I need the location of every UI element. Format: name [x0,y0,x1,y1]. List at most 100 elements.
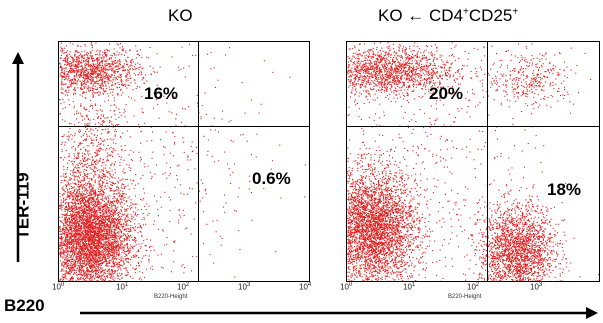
left-event-dot [84,67,86,69]
left-event-dot [65,240,67,242]
left-event-dot [89,90,91,92]
left-event-dot [111,70,113,72]
left-event-dot [98,59,100,61]
left-event-dot [77,208,79,210]
left-event-dot [63,60,65,62]
left-event-dot [120,74,122,76]
left-event-dot [77,58,79,60]
left-event-dot [112,63,114,65]
left-event-dot [91,66,93,68]
left-event-dot [97,218,99,220]
left-event-dot [125,60,127,62]
left-event-dot [78,225,80,227]
left-event-dot [103,224,105,226]
left-event-dot [72,266,74,268]
left-event-dot [121,54,123,56]
left-event-dot [76,237,78,239]
left-event-dot [121,46,123,48]
left-event-dot [93,192,95,194]
left-event-dot [97,235,99,237]
left-event-dot [112,235,114,237]
left-event-dot [77,180,79,182]
left-event-dot [113,229,115,231]
left-event-dot [92,219,94,221]
left-event-dot [71,236,73,238]
left-event-dot [65,90,67,92]
left-event-dot [71,57,73,59]
left-event-dot [101,190,103,192]
left-event-dot [79,211,81,213]
left-event-dot [133,69,135,71]
left-event-dot [119,61,121,63]
left-event-dot [86,236,88,238]
left-event-dot [66,250,68,252]
left-event-dot [66,234,68,236]
left-event-dot [91,86,93,88]
left-event-dot [81,197,83,199]
left-event-dot [73,89,75,91]
left-event-dot [84,279,86,281]
left-event-dot [132,58,134,60]
left-event-dot [89,262,91,264]
left-event-dot [100,229,102,231]
left-event-dot [76,221,78,223]
left-event-dot [84,174,86,176]
left-event-dot [80,252,82,254]
left-event-dot [67,273,69,275]
left-event-dot [84,75,86,77]
left-event-dot [62,49,64,51]
left-event-dot [65,259,67,261]
left-event-dot [102,56,104,58]
left-event-dot [92,95,94,97]
left-event-dot [114,217,116,219]
left-event-dot [79,245,81,247]
left-event-dot [109,254,111,256]
left-event-dot [81,206,83,208]
left-event-dot [101,80,103,82]
left-event-dot [124,228,126,230]
left-event-dot [106,72,108,74]
left-event-dot [84,203,86,205]
left-event-dot [102,64,104,66]
left-event-dot [94,215,96,217]
left-event-dot [75,207,77,209]
left-event-dot [124,239,126,241]
left-event-dot [62,274,64,276]
left-event-dot [104,185,106,187]
left-event-dot [77,45,79,47]
left-event-dot [135,269,137,271]
left-event-dot [61,82,63,84]
left-event-dot [113,225,115,227]
left-event-dot [120,77,122,79]
left-event-dot [123,268,125,270]
left-event-dot [92,94,94,96]
left-event-dot [73,78,75,80]
left-event-dot [83,252,85,254]
left-event-dot [71,249,73,251]
left-event-dot [104,63,106,65]
left-event-dot [135,244,137,246]
left-event-dot [98,200,100,202]
left-event-dot [69,240,71,242]
left-event-dot [95,258,97,260]
left-event-dot [84,78,86,80]
left-event-dot [114,269,116,271]
left-event-dot [114,54,116,56]
left-event-dot [89,69,91,71]
left-event-dot [77,70,79,72]
left-event-dot [59,236,61,238]
left-event-dot [91,237,93,239]
left-event-dot [122,249,124,251]
left-event-dot [89,64,91,66]
left-event-dot [66,243,68,245]
left-event-dot [64,277,66,279]
left-event-dot [72,211,74,213]
left-event-dot [107,262,109,264]
left-event-dot [95,276,97,278]
left-event-dot [70,270,72,272]
left-event-dot [117,186,119,188]
left-event-dot [79,224,81,226]
left-event-dot [105,241,107,243]
left-event-dot [100,84,102,86]
left-event-dot [81,186,83,188]
